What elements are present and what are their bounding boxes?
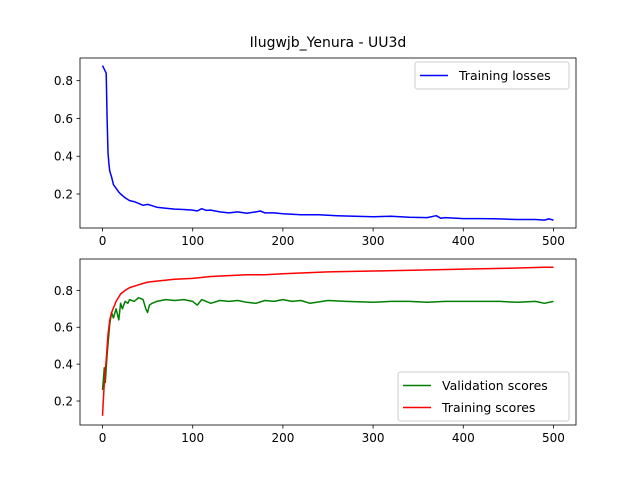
x-tick-label: 0 bbox=[99, 234, 107, 248]
x-tick-label: 300 bbox=[362, 431, 385, 445]
y-tick-label: 0.6 bbox=[54, 112, 73, 126]
x-tick-label: 200 bbox=[271, 234, 294, 248]
legend: Validation scores Training scores bbox=[397, 371, 570, 422]
series-line-training-losses bbox=[101, 65, 554, 221]
y-tick-label: 0.2 bbox=[54, 188, 73, 202]
axes-frame bbox=[79, 258, 577, 426]
legend-label: Training scores bbox=[441, 400, 535, 415]
series-group bbox=[101, 266, 554, 416]
series-group bbox=[101, 65, 554, 221]
legend-label: Training losses bbox=[458, 68, 551, 83]
y-tick-label: 0.4 bbox=[54, 358, 73, 372]
x-tick-label: 100 bbox=[181, 431, 204, 445]
x-tick-label: 400 bbox=[452, 431, 475, 445]
y-tick-label: 0.2 bbox=[54, 395, 73, 409]
legend-label: Validation scores bbox=[442, 378, 548, 393]
top-panel: 0 100 200 300 400 500 0.2 0.4 0.6 0.8 Training los… bbox=[54, 57, 577, 248]
y-tick-label: 0.8 bbox=[54, 74, 73, 88]
x-tick-label: 500 bbox=[542, 431, 565, 445]
y-tick-label: 0.8 bbox=[54, 284, 73, 298]
series-line-validation-scores bbox=[101, 296, 554, 391]
axes-frame bbox=[79, 57, 577, 229]
bottom-panel: 0 100 200 300 400 500 0.2 0.4 0.6 0.8 Validation s… bbox=[54, 258, 577, 445]
legend-box bbox=[414, 61, 570, 90]
series-line-training-scores bbox=[101, 266, 554, 416]
y-tick-label: 0.4 bbox=[54, 150, 73, 164]
x-tick-label: 500 bbox=[542, 234, 565, 248]
x-tick-label: 200 bbox=[271, 431, 294, 445]
chart-title: Ilugwjb_Yenura - UU3d bbox=[250, 35, 407, 51]
x-tick-label: 100 bbox=[181, 234, 204, 248]
legend: Training losses bbox=[414, 61, 570, 90]
legend-box bbox=[397, 371, 570, 422]
x-tick-label: 400 bbox=[452, 234, 475, 248]
x-tick-label: 0 bbox=[99, 431, 107, 445]
x-tick-label: 300 bbox=[362, 234, 385, 248]
y-tick-label: 0.6 bbox=[54, 321, 73, 335]
